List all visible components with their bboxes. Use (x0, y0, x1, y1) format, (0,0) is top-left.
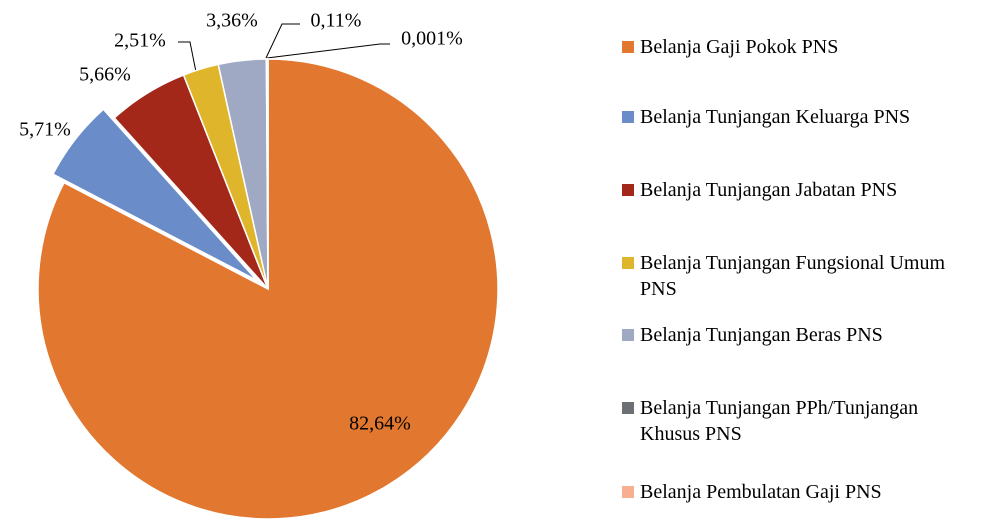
data-label: 2,51% (114, 30, 166, 52)
legend-swatch (622, 486, 634, 498)
legend-label: Belanja Tunjangan PPh/Tunjangan Khusus P… (640, 397, 919, 445)
legend-swatch (622, 257, 634, 269)
legend-item: Belanja Tunjangan PPh/Tunjangan Khusus P… (622, 395, 992, 447)
legend-item: Belanja Gaji Pokok PNS (622, 34, 992, 60)
legend-swatch (622, 41, 634, 53)
legend-item: Belanja Tunjangan Beras PNS (622, 322, 992, 348)
leader-line (266, 43, 390, 59)
legend-item: Belanja Tunjangan Keluarga PNS (622, 104, 992, 130)
legend-label: Belanja Tunjangan Fungsional Umum PNS (640, 252, 945, 300)
legend-item: Belanja Tunjangan Jabatan PNS (622, 177, 992, 203)
legend-label: Belanja Tunjangan Keluarga PNS (640, 106, 911, 128)
legend-swatch (622, 111, 634, 123)
data-label: 3,36% (206, 10, 258, 32)
pie-area: 82,64% 5,71% 5,66% 2,51% 3,36% 0,11% 0,001% (19, 10, 499, 520)
leader-line (178, 41, 197, 73)
data-label: 0,001% (401, 28, 463, 50)
data-label: 0,11% (311, 10, 362, 32)
data-label: 5,66% (79, 64, 131, 86)
legend-swatch (622, 402, 634, 414)
pie-slice (51, 108, 258, 282)
data-label: 5,71% (19, 119, 71, 141)
data-label: 82,64% (349, 413, 411, 435)
legend-item: Belanja Tunjangan Fungsional Umum PNS (622, 250, 992, 302)
legend-swatch (622, 329, 634, 341)
legend-item: Belanja Pembulatan Gaji PNS (622, 479, 992, 505)
legend-label: Belanja Pembulatan Gaji PNS (640, 481, 882, 503)
leader-line (265, 23, 300, 59)
legend-label: Belanja Tunjangan Jabatan PNS (640, 179, 898, 201)
legend-label: Belanja Gaji Pokok PNS (640, 36, 839, 58)
legend-label: Belanja Tunjangan Beras PNS (640, 324, 883, 346)
pie-slice (37, 58, 499, 520)
legend-swatch (622, 184, 634, 196)
